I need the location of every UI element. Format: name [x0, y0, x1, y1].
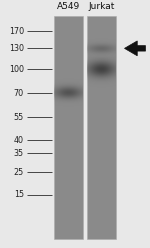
Text: 40: 40: [14, 136, 24, 145]
Text: 55: 55: [14, 113, 24, 122]
Polygon shape: [124, 41, 146, 56]
Text: 15: 15: [14, 190, 24, 199]
Text: 100: 100: [9, 65, 24, 74]
Bar: [54, 16, 82, 239]
Text: 170: 170: [9, 27, 24, 35]
Bar: [87, 16, 116, 239]
Text: 25: 25: [14, 168, 24, 177]
Text: A549: A549: [57, 2, 80, 11]
Text: 70: 70: [14, 89, 24, 97]
Text: 130: 130: [9, 44, 24, 53]
Text: 35: 35: [14, 149, 24, 157]
Text: Jurkat: Jurkat: [88, 2, 114, 11]
